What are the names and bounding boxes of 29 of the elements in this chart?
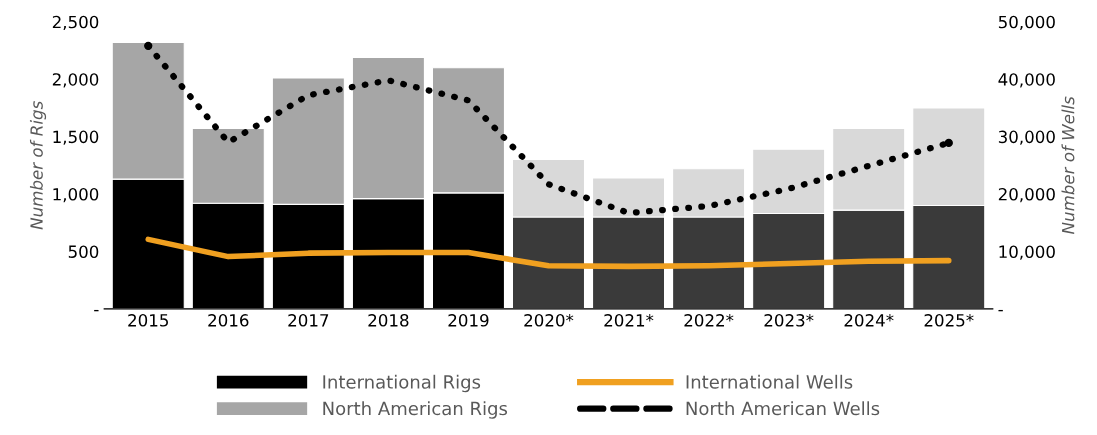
y-tick-label: 500 — [68, 245, 99, 258]
x-tick-label: 2025* — [924, 314, 974, 327]
x-tick-label: 2018 — [368, 314, 409, 327]
legend-label: North American Rigs — [323, 401, 508, 419]
y-tick-label: - — [94, 309, 99, 312]
x-tick-label: 2017 — [288, 314, 329, 327]
x-tick-label: 2022* — [684, 314, 734, 327]
y2-tick-label: 30,000 — [998, 130, 1055, 145]
y-tick-label: 2,000 — [52, 73, 99, 88]
legend-label: International Wells — [686, 374, 853, 389]
y2-tick-label: 50,000 — [998, 15, 1055, 31]
y-tick-label: 1,000 — [53, 187, 99, 203]
x-tick-label: 2024* — [844, 314, 894, 327]
x-tick-label: 2016 — [208, 314, 249, 327]
x-tick-label: 2019 — [448, 314, 489, 327]
x-tick-label: 2023* — [764, 314, 814, 327]
legend-label: North American Wells — [686, 401, 880, 416]
y2-axis-title: Number of Wells — [1061, 96, 1075, 234]
y-tick-label: 2,500 — [52, 15, 99, 31]
y2-tick-label: 10,000 — [999, 245, 1055, 260]
y-axis-title: Number of Rigs — [29, 101, 47, 230]
x-tick-label: 2021* — [604, 314, 654, 327]
y2-tick-label: 40,000 — [998, 73, 1055, 88]
legend-label: International Rigs — [323, 374, 481, 393]
y2-tick-label: - — [998, 309, 1003, 312]
y-tick-label: 1,500 — [53, 130, 99, 145]
y2-tick-label: 20,000 — [998, 187, 1055, 203]
x-tick-label: 2020* — [524, 314, 574, 327]
x-tick-label: 2015 — [128, 314, 168, 327]
